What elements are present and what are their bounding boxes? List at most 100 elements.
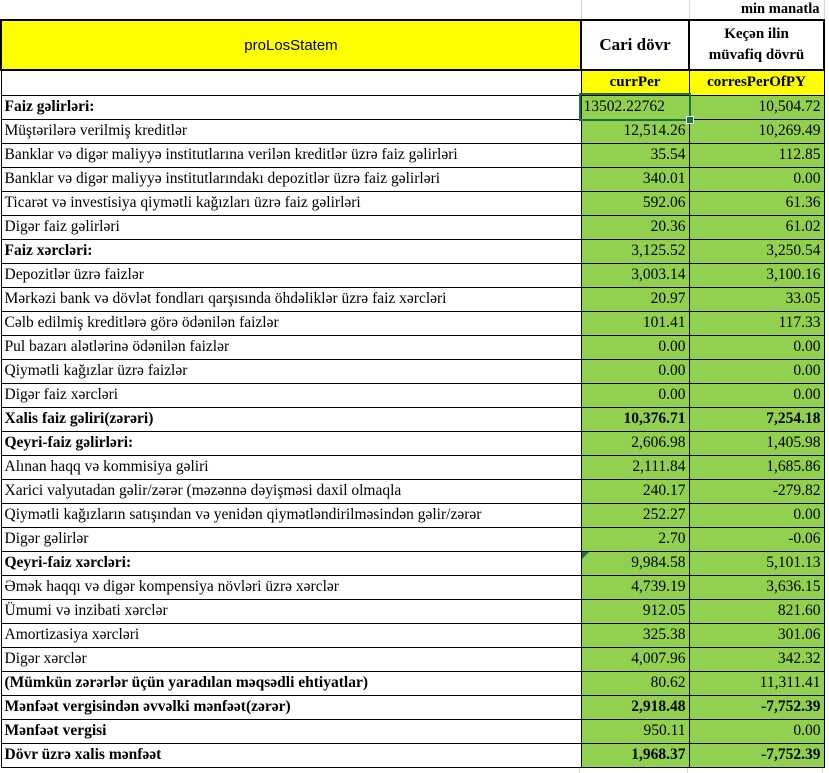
row-label-cell[interactable]: Qeyri-faiz gəlirləri: <box>0 430 582 456</box>
row-label-cell[interactable]: Ümumi və inzibati xərclər <box>0 598 582 624</box>
row-label-cell[interactable]: Digər faiz gəlirləri <box>0 214 582 240</box>
prior-period-value-cell[interactable]: 0.00 <box>688 166 825 192</box>
empty-cell[interactable] <box>581 0 690 20</box>
empty-cell[interactable] <box>0 69 582 96</box>
row-label-cell[interactable]: Banklar və digər maliyyə institutlarında… <box>0 166 582 192</box>
prior-period-value-cell[interactable]: 0.00 <box>688 358 825 384</box>
prior-period-code[interactable]: corresPerOfPY <box>688 69 825 96</box>
current-period-value-cell[interactable]: 20.36 <box>580 214 690 240</box>
row-label-cell[interactable]: Mənfəət vergisi <box>0 718 582 744</box>
row-label-cell[interactable]: Mərkəzi bank və dövlət fondları qarşısın… <box>0 286 582 312</box>
row-label-cell[interactable]: Cəlb edilmiş kreditlərə görə ödənilən fa… <box>0 310 582 336</box>
row-label-cell[interactable]: Qiymətli kağızların satışından və yenidə… <box>0 502 582 528</box>
current-period-value-cell[interactable]: 2,918.48 <box>580 694 690 720</box>
prior-period-value-cell[interactable]: 342.32 <box>688 646 825 672</box>
row-label-cell[interactable]: Digər xərclər <box>0 646 582 672</box>
prior-period-value-cell[interactable]: 33.05 <box>688 286 825 312</box>
current-period-value-cell[interactable]: 3,003.14 <box>580 262 690 288</box>
current-period-value-cell[interactable]: 101.41 <box>580 310 690 336</box>
prior-period-value-cell[interactable]: 117.33 <box>688 310 825 336</box>
prior-period-value-cell[interactable]: 10,504.72 <box>688 94 825 120</box>
current-period-value-cell[interactable]: 340.01 <box>580 166 690 192</box>
prior-period-value-cell[interactable]: 3,100.16 <box>688 262 825 288</box>
current-period-value-cell[interactable]: 240.17 <box>580 478 690 504</box>
current-period-value-cell[interactable]: 592.06 <box>580 190 690 216</box>
prior-period-value-cell[interactable]: -279.82 <box>688 478 825 504</box>
row-label-cell[interactable]: Amortizasiya xərcləri <box>0 622 582 648</box>
row-label-cell[interactable]: Dövr üzrə xalis mənfəət <box>0 742 582 768</box>
prior-period-value-cell[interactable]: 112.85 <box>688 142 825 168</box>
units-note[interactable]: min manatla <box>689 0 825 20</box>
prior-period-value-cell[interactable]: -0.06 <box>688 526 825 552</box>
current-period-value-cell[interactable]: 13502.22762 <box>580 94 690 120</box>
row-label-cell[interactable]: Digər gəlirlər <box>0 526 582 552</box>
current-period-value-cell[interactable]: 950.11 <box>580 718 690 744</box>
prior-period-value-cell[interactable]: 11,311.41 <box>688 670 825 696</box>
prior-period-value-cell[interactable]: 61.02 <box>688 214 825 240</box>
current-period-value-cell[interactable]: 12,514.26 <box>580 118 690 144</box>
prior-period-value-cell[interactable]: 5,101.13 <box>688 550 825 576</box>
row-label-cell[interactable]: Faiz xərcləri: <box>0 238 582 264</box>
current-period-value-cell[interactable]: 2,606.98 <box>580 430 690 456</box>
prior-period-value-cell[interactable]: 61.36 <box>688 190 825 216</box>
prior-period-value-cell[interactable]: 3,250.54 <box>688 238 825 264</box>
current-period-value-cell[interactable]: 9,984.58 <box>580 550 690 576</box>
current-period-value-cell[interactable]: 2,111.84 <box>580 454 690 480</box>
current-period-code[interactable]: currPer <box>580 69 690 96</box>
prior-period-value-cell[interactable]: 0.00 <box>688 502 825 528</box>
row-label-cell[interactable]: Digər faiz xərcləri <box>0 382 582 408</box>
row-label-cell[interactable]: Faiz gəlirləri: <box>0 94 582 120</box>
prior-period-value-cell[interactable]: -7,752.39 <box>688 742 825 768</box>
current-period-value-cell[interactable]: 912.05 <box>580 598 690 624</box>
table-row: Faiz xərcləri: 3,125.52 3,250.54 <box>0 238 825 264</box>
prior-period-value-cell[interactable]: 1,405.98 <box>688 430 825 456</box>
prior-period-value-cell[interactable]: 1,685.86 <box>688 454 825 480</box>
table-row: Depozitlər üzrə faizlər 3,003.14 3,100.16 <box>0 262 825 288</box>
current-period-value-cell[interactable]: 0.00 <box>580 382 690 408</box>
prior-period-value-cell[interactable]: 301.06 <box>688 622 825 648</box>
row-label-cell[interactable]: Pul bazarı alətlərinə ödənilən faizlər <box>0 334 582 360</box>
gridline-stub <box>687 768 688 773</box>
empty-cell[interactable] <box>1 0 582 20</box>
row-label-cell[interactable]: Xarici valyutadan gəlir/zərər (məzənnə d… <box>0 478 582 504</box>
current-period-value-cell[interactable]: 35.54 <box>580 142 690 168</box>
current-period-value-cell[interactable]: 4,007.96 <box>580 646 690 672</box>
row-label-cell[interactable]: Qiymətli kağızlar üzrə faizlər <box>0 358 582 384</box>
current-period-value-cell[interactable]: 2.70 <box>580 526 690 552</box>
table-row: Qiymətli kağızların satışından və yenidə… <box>0 502 825 528</box>
row-label-cell[interactable]: Müştərilərə verilmiş kreditlər <box>0 118 582 144</box>
prior-period-value-cell[interactable]: 0.00 <box>688 334 825 360</box>
prior-period-value-cell[interactable]: 7,254.18 <box>688 406 825 432</box>
row-label-cell[interactable]: Banklar və digər maliyyə institutlarına … <box>0 142 582 168</box>
current-period-value-cell[interactable]: 1,968.37 <box>580 742 690 768</box>
prior-period-value-cell[interactable]: 821.60 <box>688 598 825 624</box>
current-period-value-cell[interactable]: 3,125.52 <box>580 238 690 264</box>
row-label-cell[interactable]: Mənfəət vergisindən əvvəlki mənfəət(zərə… <box>0 694 582 720</box>
row-label-cell[interactable]: Alınan haqq və kommisiya gəliri <box>0 454 582 480</box>
prior-period-value-cell[interactable]: 0.00 <box>688 718 825 744</box>
current-period-value-cell[interactable]: 252.27 <box>580 502 690 528</box>
current-period-value-cell[interactable]: 0.00 <box>580 358 690 384</box>
current-period-value-cell[interactable]: 0.00 <box>580 334 690 360</box>
row-label-cell[interactable]: Xalis faiz gəliri(zərəri) <box>0 406 582 432</box>
current-period-value-cell[interactable]: 325.38 <box>580 622 690 648</box>
prior-period-header[interactable]: Keçən ilin müvafiq dövrü <box>688 19 825 71</box>
current-period-value-cell[interactable]: 4,739.19 <box>580 574 690 600</box>
current-period-value-cell[interactable]: 20.97 <box>580 286 690 312</box>
row-label-cell[interactable]: Ticarət və investisiya qiymətli kağızlar… <box>0 190 582 216</box>
statement-title-cell[interactable]: proLosStatem <box>0 19 582 71</box>
prior-period-value-cell[interactable]: 3,636.15 <box>688 574 825 600</box>
prior-period-value-cell[interactable]: 10,269.49 <box>688 118 825 144</box>
current-period-value-cell[interactable]: 80.62 <box>580 670 690 696</box>
row-label-cell[interactable]: Əmək haqqı və digər kompensiya növləri ü… <box>0 574 582 600</box>
prior-period-value-cell[interactable]: -7,752.39 <box>688 694 825 720</box>
table-row: Digər gəlirlər 2.70 -0.06 <box>0 526 825 552</box>
current-period-value-cell[interactable]: 10,376.71 <box>580 406 690 432</box>
prior-period-value-cell[interactable]: 0.00 <box>688 382 825 408</box>
table-row: Mənfəət vergisindən əvvəlki mənfəət(zərə… <box>0 694 825 720</box>
current-period-header[interactable]: Cari dövr <box>580 19 690 71</box>
row-label-cell[interactable]: (Mümkün zərərlər üçün yaradılan məqsədli… <box>0 670 582 696</box>
row-label-cell[interactable]: Qeyri-faiz xərcləri: <box>0 550 582 576</box>
row-label-cell[interactable]: Depozitlər üzrə faizlər <box>0 262 582 288</box>
fill-handle[interactable] <box>686 116 694 124</box>
